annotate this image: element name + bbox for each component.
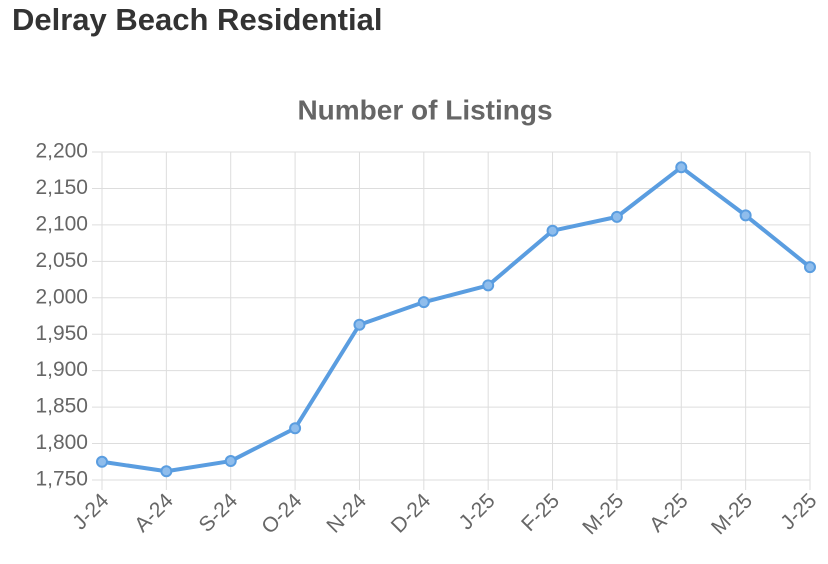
point	[224, 455, 237, 468]
x-tick-label: M-25	[578, 489, 628, 539]
x-tick-label: N-24	[322, 489, 371, 538]
line	[101, 165, 812, 474]
y-tick-label: 1,900	[35, 358, 88, 381]
x-tick-label: F-25	[517, 489, 564, 536]
x-tick-label: D-24	[387, 489, 436, 538]
point	[96, 455, 108, 468]
y-tick-label: 1,750	[35, 468, 88, 491]
point	[289, 422, 302, 435]
point	[417, 296, 430, 309]
y-tick-label: 2,000	[35, 285, 88, 308]
x-tick-label: J-24	[68, 489, 113, 534]
page-title: Delray Beach Residential	[12, 2, 383, 37]
x-tick-label: A-24	[130, 489, 178, 537]
x-tick-label: A-25	[645, 489, 693, 537]
y-tick-label: 1,950	[35, 322, 88, 345]
x-tick-label: J-25	[454, 489, 499, 534]
y-tick-label: 1,800	[35, 431, 88, 454]
x-tick-label: O-24	[257, 489, 307, 539]
x-tick-label: M-25	[707, 489, 757, 539]
point	[160, 465, 173, 478]
chart-title: Number of Listings	[297, 94, 552, 125]
point	[739, 209, 752, 222]
point	[482, 279, 495, 292]
point	[353, 318, 366, 331]
y-tick-label: 2,100	[35, 212, 88, 235]
y-tick-label: 2,150	[35, 176, 88, 199]
y-tick-label: 1,850	[35, 395, 88, 418]
point	[546, 224, 559, 237]
point	[610, 210, 623, 223]
x-tick-label: J-25	[776, 489, 821, 534]
y-tick-label: 2,200	[35, 140, 88, 163]
y-tick-label: 2,050	[35, 249, 88, 272]
point	[804, 261, 816, 274]
point	[675, 161, 688, 174]
x-tick-label: S-24	[195, 489, 243, 537]
